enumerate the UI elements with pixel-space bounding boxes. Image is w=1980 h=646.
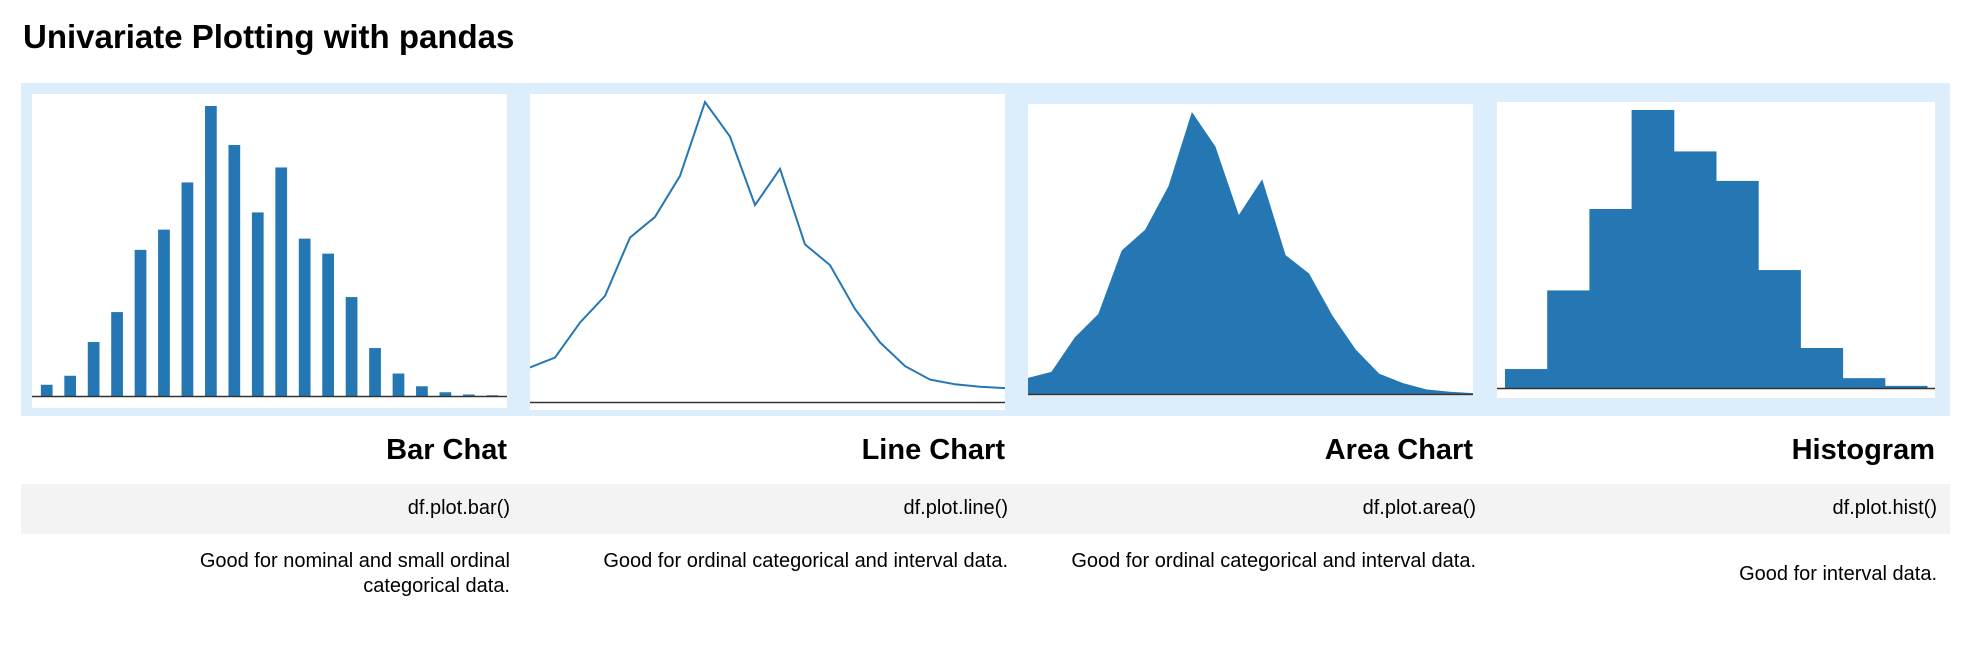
caption-line-chart: Line Chart (861, 434, 1005, 466)
histogram-bin (1631, 110, 1675, 388)
area-fill (1028, 112, 1473, 394)
bar (40, 384, 53, 396)
bar (322, 253, 334, 396)
bar (134, 249, 147, 396)
histogram-bin (1800, 347, 1844, 388)
histogram-bin (1505, 369, 1548, 388)
bar (439, 392, 452, 396)
histogram-bin (1589, 208, 1633, 388)
histogram-panel (1497, 102, 1935, 398)
desc-hist: Good for interval data. (1739, 563, 1937, 585)
code-hist: df.plot.hist() (1832, 497, 1937, 519)
bar (275, 167, 288, 396)
code-area: df.plot.area() (1362, 497, 1476, 519)
line-chart (530, 99, 1005, 404)
histogram-bin (1758, 270, 1801, 388)
bar-chart (32, 106, 507, 398)
caption-area-chart: Area Chart (1324, 434, 1473, 466)
bar (251, 212, 264, 396)
bar (369, 348, 381, 396)
code-line: df.plot.line() (903, 497, 1009, 519)
line-chart-panel (530, 94, 1005, 410)
caption-histogram: Histogram (1791, 434, 1935, 466)
desc-bar: Good for nominal and small ordinal categ… (199, 550, 510, 597)
histogram-bin (1884, 385, 1928, 388)
desc-area: Good for ordinal categorical and interva… (1071, 550, 1476, 572)
bar (158, 229, 170, 396)
series-line (530, 99, 1005, 390)
bar (486, 395, 499, 396)
code-row (21, 484, 1950, 534)
area-chart-panel (1028, 104, 1473, 396)
histogram-bin (1547, 290, 1590, 388)
histogram-bin (1673, 151, 1717, 388)
bar (111, 312, 123, 396)
bar (228, 144, 241, 396)
bar-chart-panel (32, 94, 507, 408)
area-chart (1028, 112, 1473, 396)
desc-line: Good for ordinal categorical and interva… (603, 550, 1008, 572)
histogram-bin (1716, 180, 1759, 388)
bar (298, 238, 311, 396)
code-bar: df.plot.bar() (407, 497, 510, 519)
bar (87, 342, 100, 396)
histogram-bin (1842, 378, 1886, 388)
bar (416, 386, 428, 396)
bar (345, 297, 358, 396)
bar (205, 106, 217, 396)
caption-bar-chart: Bar Chat (386, 434, 507, 466)
page-title: Univariate Plotting with pandas (23, 18, 515, 55)
bar (392, 373, 405, 396)
histogram-chart (1497, 110, 1935, 390)
bar (462, 394, 475, 396)
bar (64, 375, 77, 396)
bar (181, 182, 194, 396)
